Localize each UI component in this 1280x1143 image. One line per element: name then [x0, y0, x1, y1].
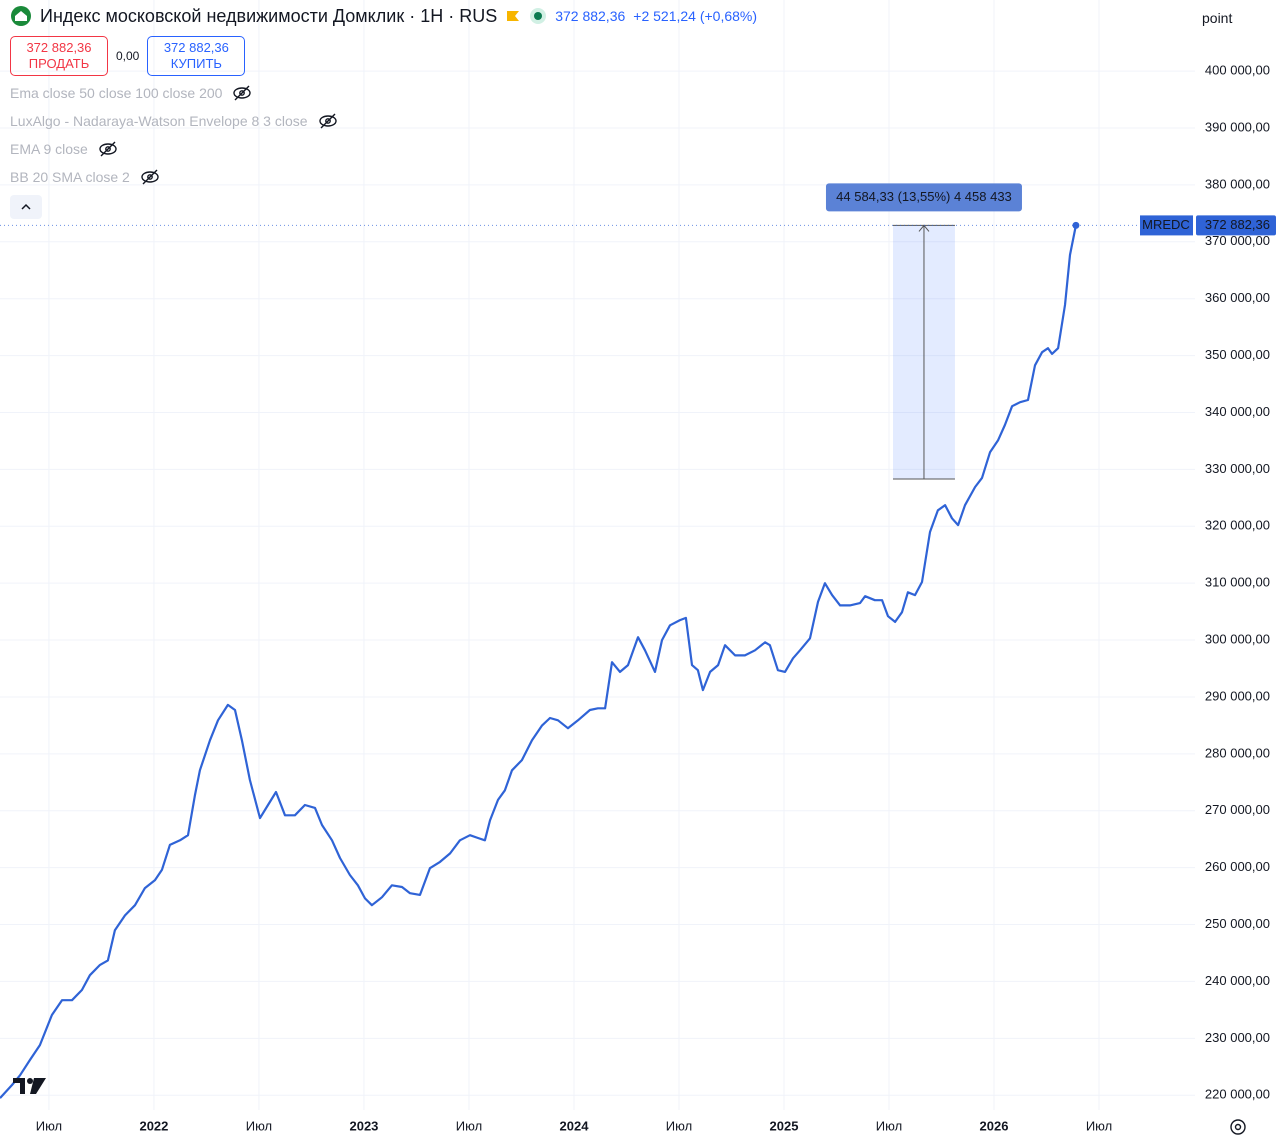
- x-tick-label: Июл: [876, 1118, 902, 1133]
- status-dot: [530, 8, 547, 24]
- x-tick-label: Июл: [1086, 1118, 1112, 1133]
- indicator-name: LuxAlgo - Nadaraya-Watson Envelope 8 3 c…: [10, 113, 308, 129]
- scale-mode[interactable]: point: [1196, 4, 1274, 32]
- series-tag-box: [1140, 215, 1193, 236]
- y-tick-label: 380 000,00: [1205, 176, 1270, 191]
- x-tick-label: 2025: [770, 1118, 799, 1133]
- y-tick-label: 310 000,00: [1205, 575, 1270, 590]
- y-tick-label: 350 000,00: [1205, 347, 1270, 362]
- eye-off-icon[interactable]: [140, 169, 160, 185]
- sell-button[interactable]: 372 882,36 ПРОДАТЬ: [10, 36, 108, 76]
- y-tick-label: 290 000,00: [1205, 688, 1270, 703]
- y-tick-label: 220 000,00: [1205, 1087, 1270, 1102]
- y-tick-label: 280 000,00: [1205, 745, 1270, 760]
- measure-label: 44 584,33 (13,55%) 4 458 433: [836, 189, 1012, 204]
- header: Индекс московской недвижимости Домклик ·…: [10, 5, 757, 27]
- price-line: [0, 225, 1077, 1099]
- eye-off-icon[interactable]: [232, 85, 252, 101]
- y-tick-label: 240 000,00: [1205, 973, 1270, 988]
- flag-icon[interactable]: [505, 8, 521, 24]
- symbol-logo: [11, 6, 31, 26]
- measure-arrowhead: [918, 224, 930, 232]
- y-tick-label: 300 000,00: [1205, 631, 1270, 646]
- y-tick-label: 390 000,00: [1205, 119, 1270, 134]
- indicator[interactable]: BB 20 SMA close 2: [10, 169, 160, 185]
- buy-label: КУПИТЬ: [170, 56, 222, 71]
- y-tick-label: 270 000,00: [1205, 802, 1270, 817]
- indicator-name: BB 20 SMA close 2: [10, 169, 130, 185]
- y-tick-label: 320 000,00: [1205, 518, 1270, 533]
- settings-icon[interactable]: [1228, 1117, 1248, 1137]
- indicator[interactable]: Ema close 50 close 100 close 200: [10, 85, 252, 101]
- y-tick-label: 340 000,00: [1205, 404, 1270, 419]
- x-tick-label: 2022: [139, 1118, 168, 1133]
- y-tick-label: 330 000,00: [1205, 461, 1270, 476]
- eye-off-icon[interactable]: [98, 141, 118, 157]
- collapse-button[interactable]: [10, 195, 42, 219]
- x-tick-label: Июл: [666, 1118, 692, 1133]
- spread: 0,00: [116, 49, 140, 63]
- x-tick-label: 2024: [560, 1118, 590, 1133]
- y-tick-label: 230 000,00: [1205, 1030, 1270, 1045]
- x-tick-label: Июл: [456, 1118, 482, 1133]
- last-point: [1072, 221, 1080, 229]
- x-tick-label: Июл: [246, 1118, 272, 1133]
- indicator[interactable]: EMA 9 close: [10, 141, 118, 157]
- buy-price: 372 882,36: [163, 40, 229, 55]
- series-tag: MREDC: [1142, 217, 1190, 232]
- x-tick-label: 2023: [349, 1118, 378, 1133]
- chevron-up: [21, 203, 31, 210]
- y-tick-label: 250 000,00: [1205, 916, 1270, 931]
- last-price-tag-box: [1196, 215, 1276, 236]
- y-tick-label: 370 000,00: [1205, 233, 1270, 248]
- indicator-name: Ema close 50 close 100 close 200: [10, 85, 223, 101]
- y-tick-label: 400 000,00: [1205, 63, 1270, 78]
- x-tick-label: Июл: [36, 1118, 62, 1133]
- tradingview-logo: [13, 1078, 46, 1094]
- sell-price: 372 882,36: [26, 40, 92, 55]
- buy-button[interactable]: 372 882,36 КУПИТЬ: [147, 36, 246, 76]
- last-price: 372 882,36: [555, 8, 626, 24]
- y-tick-label: 260 000,00: [1205, 859, 1270, 874]
- y-tick-label: 360 000,00: [1205, 290, 1270, 305]
- indicator-name: EMA 9 close: [10, 141, 88, 157]
- last-price-tag: 372 882,36: [1205, 217, 1270, 232]
- sell-label: ПРОДАТЬ: [28, 56, 90, 71]
- title: Индекс московской недвижимости Домклик ·…: [40, 5, 498, 26]
- x-tick-label: 2026: [980, 1118, 1009, 1133]
- indicator[interactable]: LuxAlgo - Nadaraya-Watson Envelope 8 3 c…: [10, 113, 338, 129]
- measure-label-box: [825, 183, 1022, 212]
- eye-off-icon[interactable]: [318, 113, 338, 129]
- price-change: +2 521,24 (+0,68%): [633, 8, 758, 24]
- trade-panel: 372 882,36 ПРОДАТЬ 0,00 372 882,36 КУПИТЬ: [10, 36, 246, 76]
